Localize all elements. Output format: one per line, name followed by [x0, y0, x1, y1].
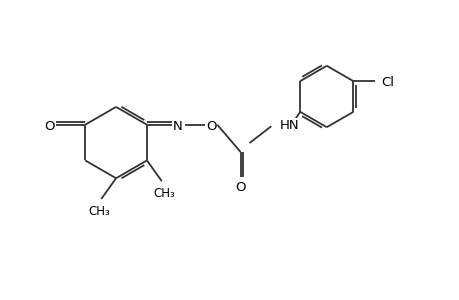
Text: Cl: Cl — [381, 76, 393, 89]
Text: N: N — [173, 120, 182, 133]
Text: CH₃: CH₃ — [88, 205, 110, 218]
Text: O: O — [44, 120, 54, 133]
Text: O: O — [235, 181, 245, 194]
Text: HN: HN — [280, 119, 299, 132]
Text: O: O — [206, 120, 216, 133]
Text: CH₃: CH₃ — [152, 187, 174, 200]
